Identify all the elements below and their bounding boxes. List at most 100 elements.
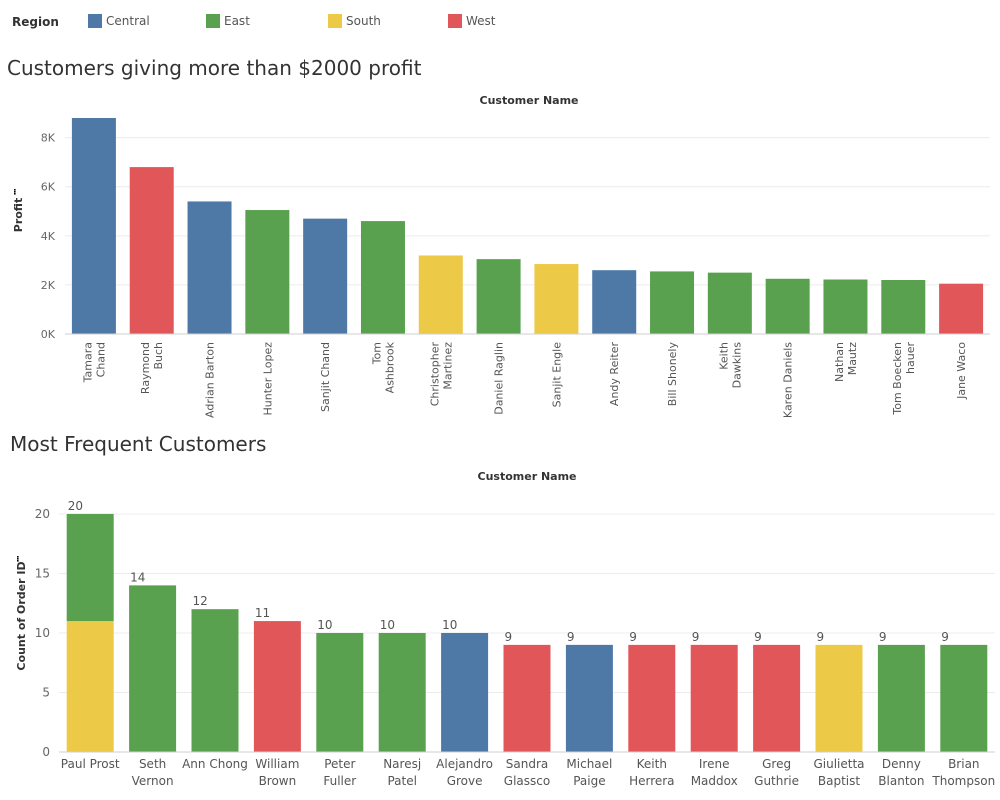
bar-naresj-patel-east <box>378 632 426 752</box>
xtick-label-raymond-buch: RaymondBuch <box>139 342 165 394</box>
xtick-label-brian-thompson: Thompson <box>931 774 995 788</box>
xtick-label-andy-reiter: Andy Reiter <box>608 342 621 407</box>
xtick-label-tamara-chand: TamaraChand <box>81 342 107 383</box>
data-label-giulietta-baptist: 9 <box>817 630 825 644</box>
bar-sanjit-chand <box>303 218 348 334</box>
xtick-label-denny-blanton: Blanton <box>878 774 924 788</box>
bar-daniel-raglin <box>476 259 521 334</box>
chart1-ylabel: Profit <box>12 198 25 232</box>
xtick-label-daniel-raglin: Daniel Raglin <box>493 342 506 415</box>
data-label-greg-guthrie: 9 <box>754 630 762 644</box>
legend-label-central: Central <box>106 14 150 28</box>
xtick-label-sanjit-engle: Sanjit Engle <box>550 342 563 408</box>
region-legend: Region Central East South West <box>0 0 1000 44</box>
chart2-ytick-label: 15 <box>35 566 50 580</box>
xtick-label-irene-maddox: Maddox <box>691 774 738 788</box>
xtick-label-jane-waco: Jane Waco <box>955 342 968 400</box>
xtick-label-william-brown: Brown <box>259 774 297 788</box>
chart1-ytick-label: 0K <box>41 328 56 341</box>
xtick-label-ann-chong: Ann Chong <box>182 757 248 771</box>
bar-brian-thompson-east <box>940 644 988 752</box>
bar-karen-daniels <box>765 278 810 334</box>
bar-paul-prost-east <box>66 513 114 622</box>
bar-raymond-buch <box>129 167 174 334</box>
bar-greg-guthrie-west <box>753 644 801 752</box>
legend-swatch-east <box>206 14 220 28</box>
bar-alejandro-grove-central <box>441 632 489 752</box>
bar-sandra-glassco-west <box>503 644 551 752</box>
xtick-label-sandra-glassco: Sandra <box>506 757 548 771</box>
legend-swatch-west <box>448 14 462 28</box>
data-label-paul-prost: 20 <box>68 499 83 513</box>
data-label-ann-chong: 12 <box>193 594 208 608</box>
xtick-label-giulietta-baptist: Baptist <box>818 774 860 788</box>
xtick-label-tom-boeckenhauer: Tom Boeckenhauer <box>891 342 917 416</box>
chart2-sort-icon[interactable] <box>17 556 19 562</box>
xtick-label-william-brown: William <box>255 757 299 771</box>
xtick-label-seth-vernon: Seth <box>139 757 166 771</box>
chart2-ytick-label: 5 <box>42 685 50 699</box>
chart2-title: Most Frequent Customers <box>10 432 267 456</box>
legend-label-west: West <box>466 14 496 28</box>
bar-keith-dawkins <box>707 272 752 334</box>
data-label-sandra-glassco: 9 <box>505 630 513 644</box>
chart1-xlabel: Customer Name <box>480 94 579 107</box>
bar-denny-blanton-east <box>877 644 925 752</box>
chart2-ylabel: Count of Order ID <box>15 561 28 670</box>
xtick-label-keith-herrera: Herrera <box>629 774 674 788</box>
bar-jane-waco <box>939 283 984 334</box>
xtick-label-peter-fuller: Peter <box>324 757 355 771</box>
data-label-keith-herrera: 9 <box>629 630 637 644</box>
xtick-label-keith-herrera: Keith <box>637 757 667 771</box>
bar-irene-maddox-west <box>690 644 738 752</box>
chart1-ytick-label: 8K <box>41 132 56 145</box>
data-label-alejandro-grove: 10 <box>442 618 457 632</box>
bar-bill-shonely <box>650 271 695 334</box>
xtick-label-alejandro-grove: Alejandro <box>436 757 493 771</box>
xtick-label-alejandro-grove: Grove <box>447 774 483 788</box>
xtick-label-irene-maddox: Irene <box>699 757 730 771</box>
legend-label-south: South <box>346 14 381 28</box>
data-label-seth-vernon: 14 <box>130 570 145 584</box>
bar-michael-paige-central <box>565 644 613 752</box>
chart1-title: Customers giving more than $2000 profit <box>7 56 422 80</box>
chart1-sort-icon[interactable] <box>14 189 16 195</box>
xtick-label-naresj-patel: Naresj <box>383 757 421 771</box>
bar-adrian-barton <box>187 201 232 334</box>
data-label-naresj-patel: 10 <box>380 618 395 632</box>
bar-giulietta-baptist-south <box>815 644 863 752</box>
bar-tom-boeckenhauer <box>881 280 926 334</box>
legend-title: Region <box>12 15 59 29</box>
xtick-label-paul-prost: Paul Prost <box>61 757 120 771</box>
bar-hunter-lopez <box>245 210 290 334</box>
xtick-label-nathan-mautz: NathanMautz <box>833 342 859 382</box>
bar-tamara-chand <box>71 118 116 334</box>
legend-swatch-south <box>328 14 342 28</box>
legend-swatch-central <box>88 14 102 28</box>
bar-christopher-martinez <box>418 255 463 334</box>
xtick-label-michael-paige: Paige <box>573 774 605 788</box>
xtick-label-denny-blanton: Denny <box>882 757 921 771</box>
xtick-label-keith-dawkins: KeithDawkins <box>717 342 743 389</box>
data-label-denny-blanton: 9 <box>879 630 887 644</box>
xtick-label-sanjit-chand: Sanjit Chand <box>319 342 332 412</box>
xtick-label-bill-shonely: Bill Shonely <box>666 342 679 407</box>
xtick-label-hunter-lopez: Hunter Lopez <box>261 342 274 416</box>
xtick-label-seth-vernon: Vernon <box>132 774 174 788</box>
chart2-ytick-label: 0 <box>42 745 50 759</box>
data-label-peter-fuller: 10 <box>317 618 332 632</box>
xtick-label-greg-guthrie: Guthrie <box>754 774 799 788</box>
xtick-label-peter-fuller: Fuller <box>323 774 356 788</box>
bar-seth-vernon-east <box>129 585 177 752</box>
chart2-xlabel: Customer Name <box>478 470 577 483</box>
chart1-ytick-label: 2K <box>41 279 56 292</box>
bar-nathan-mautz <box>823 279 868 334</box>
xtick-label-karen-daniels: Karen Daniels <box>782 342 795 418</box>
data-label-michael-paige: 9 <box>567 630 575 644</box>
data-label-william-brown: 11 <box>255 606 270 620</box>
legend-label-east: East <box>224 14 250 28</box>
xtick-label-adrian-barton: Adrian Barton <box>204 342 217 418</box>
bar-william-brown-west <box>253 621 301 752</box>
